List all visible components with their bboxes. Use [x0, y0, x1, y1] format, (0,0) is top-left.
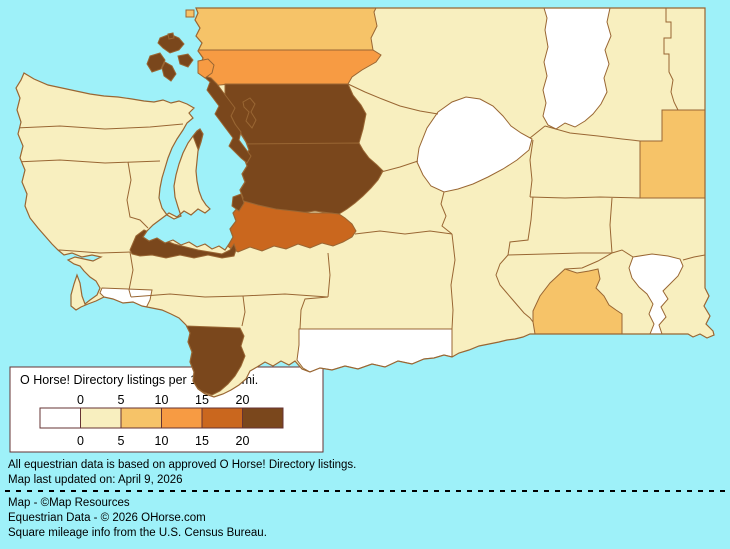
county-san-juan-small-1: [177, 53, 194, 68]
county-san-juan-island: [146, 52, 166, 73]
county-snohomish: [224, 83, 367, 147]
county-san-juan-small-2: [167, 32, 175, 40]
county-skagit-fidalgo-island: [197, 58, 215, 79]
legend-tick: 0: [77, 393, 84, 407]
legend-tick: 10: [155, 434, 169, 448]
legend-swatch-10-15: [161, 407, 203, 429]
county-san-juan-lopez: [161, 61, 177, 82]
legend-swatch-0-5: [80, 407, 122, 429]
footer-census-note: Square mileage info from the U.S. Census…: [8, 527, 267, 539]
islands: [146, 9, 257, 212]
county-garfield: [628, 253, 684, 335]
legend-swatch-5-10: [120, 407, 162, 429]
legend-tick: 15: [195, 434, 209, 448]
legend-tick: 20: [236, 434, 250, 448]
dashed-separator: [5, 490, 725, 492]
legend-swatch-15-20: [201, 407, 243, 429]
county-island-camano: [242, 97, 257, 129]
county-island-whidbey: [202, 75, 252, 164]
colored-counties: [99, 8, 706, 396]
county-border-lines: [16, 8, 706, 330]
legend-tick: 0: [77, 434, 84, 448]
footer-data-source-note: All equestrian data is based on approved…: [8, 459, 357, 471]
county-ferry: [542, 8, 612, 130]
legend-swatches: [39, 407, 284, 429]
legend-swatch-20plus: [242, 407, 284, 429]
county-king-vashon-island: [231, 193, 245, 212]
county-whatcom-point-roberts: [185, 9, 195, 18]
state-outline: [15, 7, 715, 398]
legend-tick: 10: [155, 393, 169, 407]
legend-ticks-top: 0 5 10 15 20: [77, 393, 249, 407]
legend-swatch-0: [39, 407, 81, 429]
legend: O Horse! Directory listings per 1000 sq.…: [9, 366, 324, 453]
footer-data-copyright: Equestrian Data - © 2026 OHorse.com: [8, 512, 206, 524]
county-walla-walla: [532, 268, 623, 335]
county-douglas: [416, 96, 533, 193]
legend-ticks-bottom: 0 5 10 15 20: [77, 434, 249, 448]
legend-tick: 5: [118, 393, 125, 407]
footer-last-updated: Map last updated on: April 9, 2026: [8, 474, 183, 486]
footer-map-copyright: Map - ©Map Resources: [8, 497, 130, 509]
legend-tick: 5: [118, 434, 125, 448]
legend-tick: 20: [236, 393, 250, 407]
legend-tick: 15: [195, 393, 209, 407]
